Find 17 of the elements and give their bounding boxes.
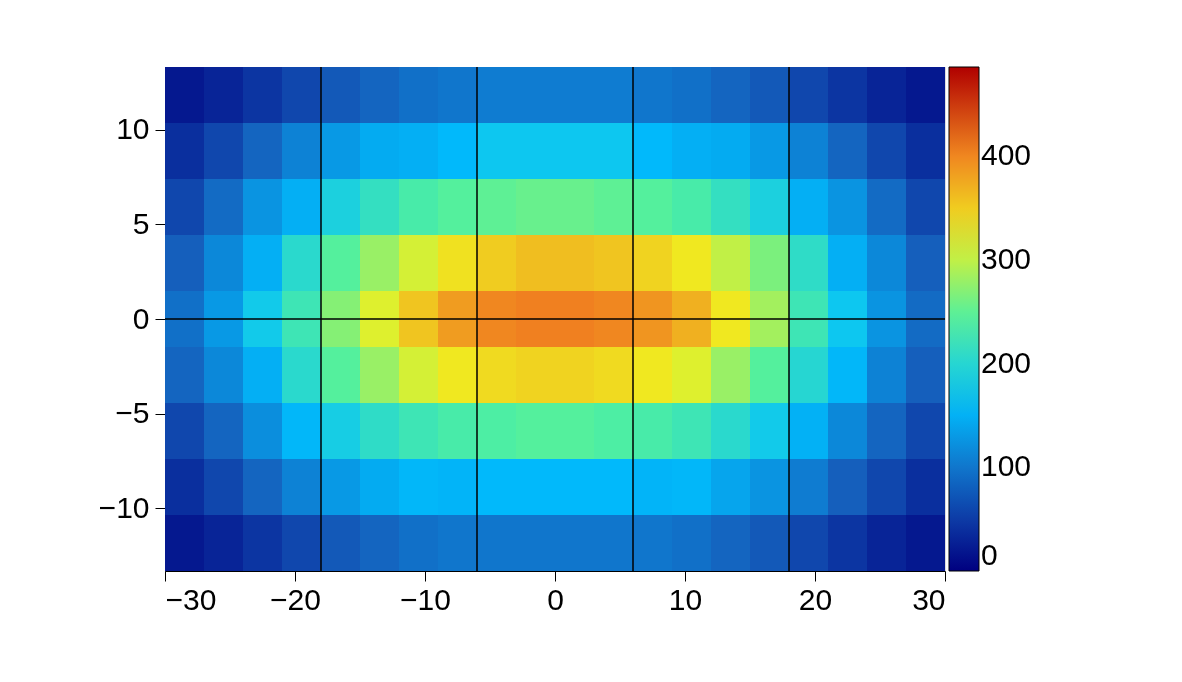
color-bar-label: 200 (981, 345, 1032, 379)
y-tick-label: 5 (132, 206, 150, 240)
x-tick-label: 20 (798, 582, 833, 616)
x-tick-label: 0 (547, 582, 564, 616)
x-tick-label: 10 (668, 582, 703, 616)
y-tick-label: −5 (115, 396, 150, 430)
x-tick-label: −20 (270, 582, 321, 616)
x-tick-label: −10 (400, 582, 451, 616)
color-bar-label: 400 (981, 138, 1032, 172)
color-bar-label: 300 (981, 241, 1032, 275)
x-tick-label: −30 (165, 582, 217, 616)
y-tick-label: 10 (116, 112, 150, 146)
x-tick-label: 30 (912, 582, 946, 616)
y-tick-label: 0 (132, 301, 150, 335)
color-bar-label: 0 (981, 538, 998, 571)
y-tick-label: −10 (98, 490, 150, 524)
color-bar-label: 100 (981, 449, 1032, 483)
